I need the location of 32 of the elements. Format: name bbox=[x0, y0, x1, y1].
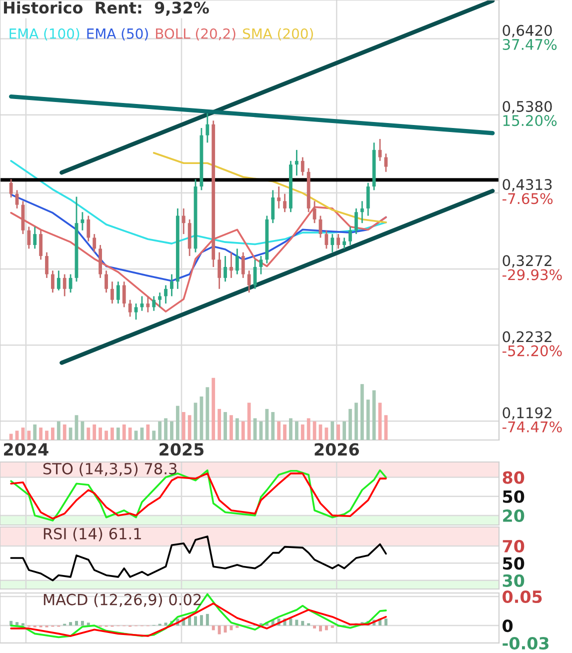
text: SMA (200) bbox=[242, 28, 313, 41]
y-tick-label: 70 bbox=[502, 540, 524, 553]
text: BOLL (20,2) bbox=[156, 28, 236, 41]
text: EMA (100) bbox=[10, 28, 80, 41]
chart-title: MACD (12,26,9) 0.02 bbox=[44, 594, 201, 608]
y-tick-label: 30 bbox=[502, 574, 524, 587]
chart-title: RSI (14) 61.1 bbox=[44, 528, 141, 542]
y-tick-label: 0,1192 bbox=[502, 407, 552, 420]
y2-tick-label: -29.93% bbox=[502, 269, 562, 280]
x-tick-label: 2024 bbox=[4, 443, 48, 456]
y-tick-label: 0.05 bbox=[502, 590, 542, 604]
y-tick-label: 0,4313 bbox=[502, 179, 552, 192]
chart-title: STO (14,3,5) 78.3 bbox=[43, 462, 176, 476]
y-tick-label: 50 bbox=[503, 557, 524, 570]
y-tick-label: 80 bbox=[502, 471, 524, 484]
chart-title: Historico Rent: 9,32% bbox=[4, 1, 209, 16]
y-tick-label: 0,6420 bbox=[502, 24, 552, 38]
y-tick-label: 50 bbox=[503, 490, 524, 503]
y-tick-label: 0,2232 bbox=[502, 331, 552, 344]
y-tick-label: 0,3272 bbox=[502, 255, 552, 268]
y-tick-label: 20 bbox=[503, 509, 524, 522]
y-tick-label: 0 bbox=[502, 620, 513, 632]
y2-tick-label: -7.65% bbox=[502, 193, 553, 204]
y2-tick-label: 15.20% bbox=[503, 115, 557, 126]
y-tick-label: -0.03 bbox=[502, 636, 548, 650]
y2-tick-label: -52.20% bbox=[502, 345, 562, 356]
text: EMA (50) bbox=[87, 28, 148, 41]
y2-tick-label: -74.47% bbox=[502, 421, 562, 432]
x-tick-label: 2026 bbox=[314, 443, 359, 456]
y-tick-label: 0,5380 bbox=[502, 100, 552, 114]
y2-tick-label: 37.47% bbox=[502, 38, 557, 50]
x-tick-label: 2025 bbox=[160, 443, 204, 456]
